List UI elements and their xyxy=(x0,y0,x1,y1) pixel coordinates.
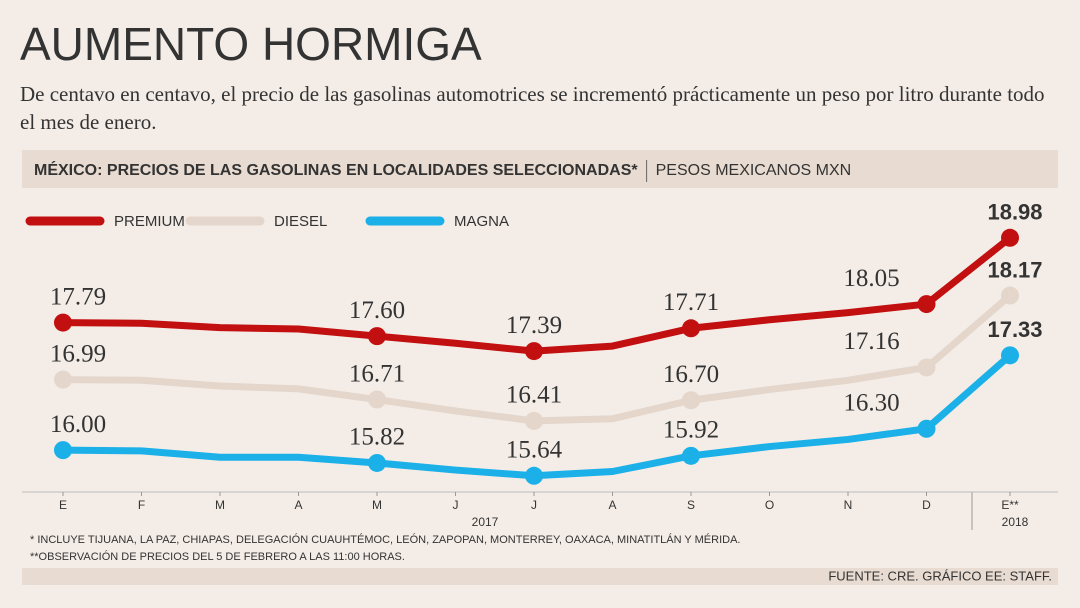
x-tick-label: D xyxy=(922,498,931,512)
value-label: 18.05 xyxy=(843,265,899,292)
value-label: 15.64 xyxy=(506,437,563,464)
value-label: 15.82 xyxy=(349,424,405,451)
legend-label: PREMIUM xyxy=(114,213,185,230)
x-tick-label: M xyxy=(372,498,382,512)
x-tick-label: A xyxy=(608,498,616,512)
subtitle: De centavo en centavo, el precio de las … xyxy=(20,82,1045,134)
value-label: 17.79 xyxy=(50,283,106,310)
value-label: 16.71 xyxy=(349,360,405,387)
value-label: 17.39 xyxy=(506,312,562,339)
x-tick-label: J xyxy=(453,498,459,512)
value-label: 16.30 xyxy=(843,389,899,416)
x-tick-label: O xyxy=(765,498,774,512)
source: FUENTE: CRE. GRÁFICO EE: STAFF. xyxy=(828,568,1052,583)
period-label: 2017 xyxy=(472,515,499,529)
point xyxy=(54,313,72,332)
point xyxy=(525,466,543,485)
x-tick-label: N xyxy=(844,498,853,512)
x-tick-label: E xyxy=(59,498,67,512)
point xyxy=(368,390,386,409)
point xyxy=(917,419,936,438)
footnote: * INCLUYE TIJUANA, LA PAZ, CHIAPAS, DELE… xyxy=(30,533,740,546)
x-tick-label: M xyxy=(215,498,225,512)
footnote: **OBSERVACIÓN DE PRECIOS DEL 5 DE FEBRER… xyxy=(30,550,405,563)
source-band xyxy=(22,568,1058,585)
point xyxy=(1001,286,1019,305)
period-label: 2018 xyxy=(1002,515,1029,529)
x-tick-label: A xyxy=(294,498,302,512)
legend-label: DIESEL xyxy=(274,213,327,230)
unit-label: PESOS MEXICANOS MXN xyxy=(656,162,852,179)
point xyxy=(682,319,700,338)
point xyxy=(54,441,72,460)
value-label: 17.16 xyxy=(843,328,899,355)
point xyxy=(1001,228,1019,247)
point xyxy=(368,327,386,346)
point xyxy=(368,453,386,472)
subtitle-box: De centavo en centavo, el precio de las … xyxy=(20,82,1045,134)
point xyxy=(54,370,72,389)
value-label: 15.92 xyxy=(663,417,719,444)
point xyxy=(917,358,936,377)
value-label: 18.17 xyxy=(987,257,1042,282)
point xyxy=(917,295,936,314)
x-tick-label: F xyxy=(138,498,145,512)
value-label: 16.41 xyxy=(506,382,562,409)
legend-label: MAGNA xyxy=(454,213,509,230)
value-label: 17.60 xyxy=(349,297,405,324)
point xyxy=(1001,346,1019,365)
x-tick-label: S xyxy=(687,498,695,512)
value-label: 16.00 xyxy=(50,411,106,438)
value-label: 16.70 xyxy=(663,361,719,388)
x-tick-label: E** xyxy=(1001,498,1019,512)
value-label: 17.33 xyxy=(987,317,1042,342)
point xyxy=(682,391,700,410)
point xyxy=(525,342,543,361)
value-label: 16.99 xyxy=(50,340,106,367)
point xyxy=(525,411,543,430)
page-title: AUMENTO HORMIGA xyxy=(20,18,482,70)
value-label: 18.98 xyxy=(987,200,1042,225)
chart-title: MÉXICO: PRECIOS DE LAS GASOLINAS EN LOCA… xyxy=(34,160,638,179)
value-label: 17.71 xyxy=(663,289,719,316)
x-tick-label: J xyxy=(531,498,537,512)
chart-header-band xyxy=(22,150,1058,188)
point xyxy=(682,446,700,465)
